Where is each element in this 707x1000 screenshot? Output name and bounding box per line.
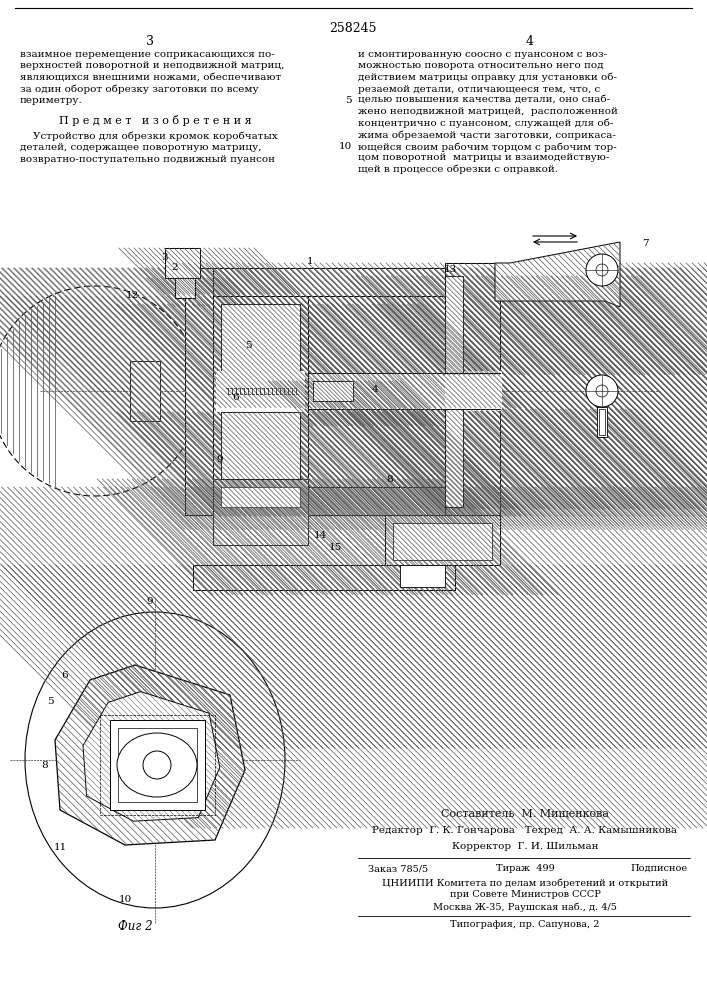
Circle shape (586, 375, 618, 407)
Text: 3: 3 (146, 35, 154, 48)
Text: Составитель  М. Мищенкова: Составитель М. Мищенкова (441, 808, 609, 818)
Text: ющейся своим рабочим торцом с рабочим тор-: ющейся своим рабочим торцом с рабочим то… (358, 142, 617, 151)
Text: 6: 6 (233, 393, 239, 402)
Text: взаимное перемещение соприкасающихся по-: взаимное перемещение соприкасающихся по- (20, 50, 275, 59)
Text: периметру.: периметру. (20, 96, 83, 105)
Text: щей в процессе обрезки с оправкой.: щей в процессе обрезки с оправкой. (358, 165, 558, 174)
Text: возвратно-поступательно подвижный пуансон: возвратно-поступательно подвижный пуансо… (20, 154, 275, 163)
Text: П р е д м е т   и з о б р е т е н и я: П р е д м е т и з о б р е т е н и я (59, 115, 251, 126)
Bar (213, 479, 308, 545)
Text: 9: 9 (146, 597, 153, 606)
Bar (313, 381, 353, 401)
Text: и смонтированную соосно с пуансоном с воз-: и смонтированную соосно с пуансоном с во… (358, 50, 607, 59)
Bar (385, 515, 500, 565)
Text: 3: 3 (162, 253, 168, 262)
Text: 5: 5 (346, 96, 352, 105)
Bar (308, 373, 500, 409)
Ellipse shape (25, 612, 285, 908)
Bar (213, 296, 308, 487)
Bar (597, 407, 607, 437)
Text: 13: 13 (443, 265, 457, 274)
Bar (185, 268, 213, 515)
Text: Редактор  Г. К. Гончарова   Техред  А. А. Камышникова: Редактор Г. К. Гончарова Техред А. А. Ка… (373, 826, 677, 835)
Text: Подписное: Подписное (631, 864, 688, 873)
Bar (175, 278, 195, 298)
Text: 4: 4 (526, 35, 534, 48)
Text: ЦНИИПИ Комитета по делам изобретений и открытий: ЦНИИПИ Комитета по делам изобретений и о… (382, 878, 668, 888)
Text: действием матрицы оправку для установки об-: действием матрицы оправку для установки … (358, 73, 617, 83)
Polygon shape (118, 728, 197, 802)
Circle shape (596, 264, 608, 276)
Bar (165, 248, 200, 278)
Polygon shape (110, 720, 205, 810)
Text: при Совете Министров СССР: при Совете Министров СССР (450, 890, 600, 899)
Bar (400, 565, 445, 587)
Text: 5: 5 (245, 340, 251, 350)
Polygon shape (55, 665, 245, 845)
Text: резаемой детали, отличающееся тем, что, с: резаемой детали, отличающееся тем, что, … (358, 85, 600, 94)
Text: 8: 8 (387, 476, 393, 485)
Text: являющихся внешними ножами, обеспечивают: являющихся внешними ножами, обеспечивают (20, 73, 281, 82)
Bar (445, 409, 463, 507)
Text: 258245: 258245 (329, 22, 377, 35)
Text: Фиг 1: Фиг 1 (273, 568, 308, 581)
Ellipse shape (117, 733, 197, 797)
Text: 12: 12 (125, 290, 139, 300)
Polygon shape (83, 692, 220, 821)
Text: 10: 10 (339, 142, 352, 151)
Text: концентрично с пуансоном, служащей для об-: концентрично с пуансоном, служащей для о… (358, 119, 614, 128)
Text: 2: 2 (172, 263, 178, 272)
Text: 15: 15 (328, 542, 341, 552)
Text: Корректор  Г. И. Шильман: Корректор Г. И. Шильман (452, 842, 598, 851)
Bar (185, 268, 445, 296)
Bar (213, 296, 445, 487)
Bar (445, 276, 463, 373)
Bar (100, 715, 215, 815)
Text: верхностей поворотной и неподвижной матриц,: верхностей поворотной и неподвижной матр… (20, 62, 284, 70)
Text: 9: 9 (216, 456, 223, 464)
Text: 4: 4 (372, 385, 378, 394)
Bar (445, 371, 502, 411)
Text: жима обрезаемой части заготовки, соприкаса-: жима обрезаемой части заготовки, соприка… (358, 130, 616, 140)
Text: за один оборот обрезку заготовки по всему: за один оборот обрезку заготовки по всем… (20, 85, 259, 94)
Text: Тираж  499: Тираж 499 (496, 864, 554, 873)
Circle shape (596, 385, 608, 397)
Text: деталей, содержащее поворотную матрицу,: деталей, содержащее поворотную матрицу, (20, 143, 262, 152)
Bar (445, 263, 500, 520)
Bar (221, 487, 300, 507)
Bar (130, 361, 160, 421)
Circle shape (586, 254, 618, 286)
Text: Устройство для обрезки кромок коробчатых: Устройство для обрезки кромок коробчатых (20, 131, 278, 141)
Text: 14: 14 (313, 530, 327, 540)
Text: можностью поворота относительно него под: можностью поворота относительно него под (358, 62, 604, 70)
Text: жено неподвижной матрицей,  расположенной: жено неподвижной матрицей, расположенной (358, 107, 618, 116)
Text: 7: 7 (642, 238, 648, 247)
Bar (599, 409, 605, 435)
Bar (193, 565, 455, 590)
Bar (221, 304, 300, 371)
Text: 10: 10 (118, 896, 132, 904)
Text: целью повышения качества детали, оно снаб-: целью повышения качества детали, оно сна… (358, 96, 610, 105)
Circle shape (143, 751, 171, 779)
Circle shape (0, 287, 199, 495)
Bar (393, 523, 492, 560)
Text: цом поворотной  матрицы и взаимодействую-: цом поворотной матрицы и взаимодействую- (358, 153, 609, 162)
Text: 6: 6 (62, 670, 69, 680)
Text: 11: 11 (53, 844, 66, 852)
Polygon shape (495, 242, 620, 307)
Text: 5: 5 (47, 698, 53, 706)
Text: Заказ 785/5: Заказ 785/5 (368, 864, 428, 873)
Bar (216, 371, 305, 412)
Bar (221, 412, 300, 479)
Text: Типография, пр. Сапунова, 2: Типография, пр. Сапунова, 2 (450, 920, 600, 929)
Text: Фиг 2: Фиг 2 (117, 920, 152, 933)
Bar (185, 487, 445, 515)
Text: Москва Ж-35, Раушская наб., д. 4/5: Москва Ж-35, Раушская наб., д. 4/5 (433, 902, 617, 912)
Text: 1: 1 (307, 257, 313, 266)
Text: 8: 8 (42, 760, 48, 770)
